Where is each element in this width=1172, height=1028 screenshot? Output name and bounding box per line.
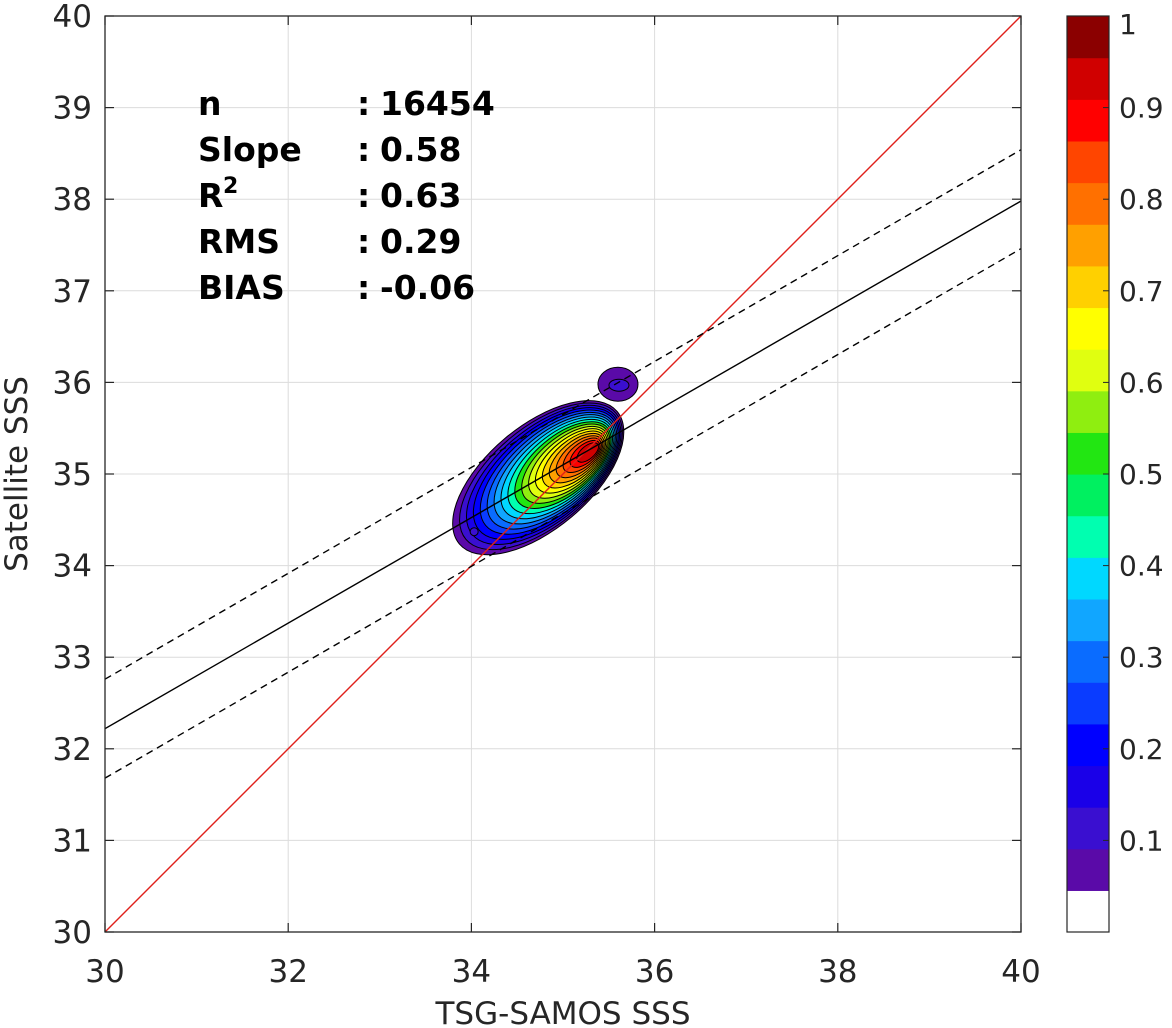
stat-value: 0.58 xyxy=(380,130,461,169)
colorbar-segment xyxy=(1067,307,1109,350)
colorbar-tick-label: 0.8 xyxy=(1119,183,1164,216)
colorbar-tick-label: 0.2 xyxy=(1119,733,1164,766)
colorbar-segment xyxy=(1067,598,1109,642)
x-tick-label: 38 xyxy=(818,954,857,990)
y-axis-label: Satellite SSS xyxy=(0,376,35,572)
stat-superscript: 2 xyxy=(223,174,238,199)
stat-value: 16454 xyxy=(380,84,495,123)
colorbar-tick-labels: 0.1 0.2 0.3 0.4 0.5 0.6 0.7 0.8 0.9 1 xyxy=(1103,8,1164,857)
stat-separator: : xyxy=(357,130,370,169)
tick-marks xyxy=(104,15,1022,933)
x-tick-label: 30 xyxy=(85,954,124,990)
stat-value: 0.29 xyxy=(380,222,461,261)
colorbar-segment xyxy=(1067,140,1109,184)
colorbar-segment xyxy=(1067,515,1109,558)
colorbar-segment xyxy=(1067,57,1109,100)
stat-separator: : xyxy=(357,222,370,261)
colorbar-segment xyxy=(1067,432,1109,475)
x-axis-label: TSG-SAMOS SSS xyxy=(435,996,691,1028)
colorbar-segment xyxy=(1067,557,1109,600)
colorbar-segment xyxy=(1067,640,1109,683)
x-tick-label: 32 xyxy=(268,954,307,990)
colorbar-segment xyxy=(1067,224,1109,267)
colorbar-tick-label: 0.1 xyxy=(1119,824,1164,857)
colorbar-tick-label: 0.5 xyxy=(1119,458,1164,491)
y-tick-label: 39 xyxy=(53,91,92,127)
y-tick-label: 33 xyxy=(53,640,92,676)
density-spot xyxy=(469,527,479,537)
colorbar-segment xyxy=(1067,349,1109,392)
colorbar-segment xyxy=(1067,265,1109,309)
stat-key: n xyxy=(198,84,222,123)
y-tick-label: 32 xyxy=(53,732,92,768)
colorbar-tick-label: 0.4 xyxy=(1119,550,1164,583)
stat-key: RMS xyxy=(198,222,280,261)
stat-key: R xyxy=(198,176,223,215)
colorbar-tick-label: 0.6 xyxy=(1119,366,1164,399)
stat-value: -0.06 xyxy=(380,268,475,307)
colorbar-segment xyxy=(1067,16,1109,59)
stat-separator: : xyxy=(357,176,370,215)
colorbar-segment xyxy=(1067,474,1109,517)
colorbar-segment xyxy=(1067,848,1109,891)
regression-line xyxy=(105,200,1021,730)
y-tick-label: 37 xyxy=(53,274,92,310)
density-contour-lobe xyxy=(608,378,630,392)
colorbar-segment xyxy=(1067,765,1109,808)
colorbar-tick-label: 0.3 xyxy=(1119,641,1164,674)
stat-separator: : xyxy=(357,268,370,307)
colorbar-tick-label: 0.9 xyxy=(1119,92,1164,125)
colorbar-segment xyxy=(1067,723,1109,767)
colorbar-tick-label: 1 xyxy=(1119,8,1137,41)
x-tick-label: 36 xyxy=(635,954,674,990)
colorbar-segment xyxy=(1067,99,1109,142)
lower-bound-line xyxy=(105,248,1021,779)
colorbar-segment xyxy=(1067,682,1109,725)
upper-bound-line xyxy=(105,149,1021,680)
y-tick-label: 31 xyxy=(53,823,92,859)
colorbar-segment xyxy=(1067,890,1109,933)
colorbar xyxy=(1067,16,1109,933)
y-tick-label: 30 xyxy=(53,915,92,951)
one-to-one-line xyxy=(105,16,1021,932)
colorbar-segment xyxy=(1067,182,1109,225)
stat-key: Slope xyxy=(198,130,302,169)
y-tick-label: 36 xyxy=(53,365,92,401)
stat-key: BIAS xyxy=(198,268,285,307)
y-tick-label: 40 xyxy=(53,0,92,35)
colorbar-tick-label: 0.7 xyxy=(1119,275,1164,308)
colorbar-segment xyxy=(1067,807,1109,850)
x-tick-labels: 30 32 34 36 38 40 xyxy=(85,954,1040,990)
x-tick-label: 34 xyxy=(452,954,491,990)
stat-value: 0.63 xyxy=(380,176,461,215)
y-tick-label: 34 xyxy=(53,549,92,585)
stat-separator: : xyxy=(357,84,370,123)
y-tick-label: 38 xyxy=(53,182,92,218)
colorbar-segment xyxy=(1067,390,1109,433)
fit-lines xyxy=(105,16,1021,932)
grid xyxy=(104,15,1022,933)
y-tick-label: 35 xyxy=(53,457,92,493)
x-tick-label: 40 xyxy=(1001,954,1040,990)
y-tick-labels: 30 31 32 33 34 35 36 37 38 39 40 xyxy=(53,0,92,951)
